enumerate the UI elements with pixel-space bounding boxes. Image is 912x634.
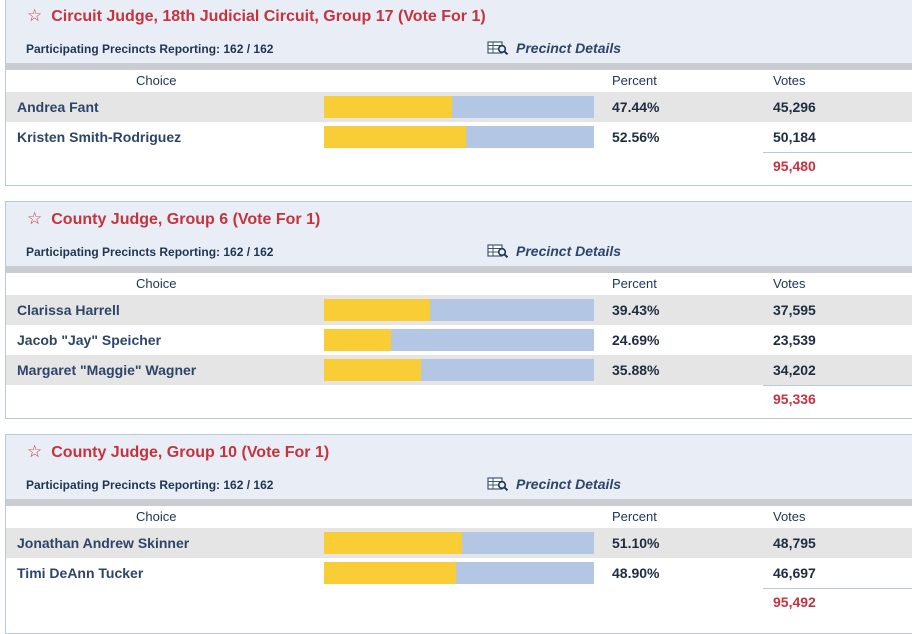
precinct-details-label: Precinct Details	[516, 40, 622, 56]
candidate-row: Margaret "Maggie" Wagner 35.88% 34,202	[6, 355, 912, 385]
race-title-text: Circuit Judge, 18th Judicial Circuit, Gr…	[51, 8, 486, 25]
candidate-votes: 46,697	[773, 565, 816, 581]
race-header: ☆ County Judge, Group 10 (Vote For 1) Par…	[6, 435, 912, 499]
race-title: ☆ County Judge, Group 10 (Vote For 1)	[27, 442, 329, 462]
total-votes: 95,336	[773, 391, 816, 407]
total-divider	[763, 152, 912, 153]
total-row: 95,336	[6, 385, 912, 416]
header-percent: Percent	[612, 276, 657, 291]
vote-share-fill	[324, 126, 466, 148]
candidate-percent: 52.56%	[612, 129, 660, 145]
vote-share-bar	[324, 532, 594, 554]
candidate-votes: 37,595	[773, 302, 816, 318]
total-row: 95,492	[6, 588, 912, 619]
vote-share-bar	[324, 96, 594, 118]
race-panel: ☆ County Judge, Group 10 (Vote For 1) Par…	[5, 434, 912, 634]
precinct-details-link[interactable]: Precinct Details	[487, 243, 621, 259]
header-votes: Votes	[773, 73, 806, 88]
candidate-votes: 34,202	[773, 362, 816, 378]
candidate-row: Andrea Fant 47.44% 45,296	[6, 92, 912, 122]
header-percent: Percent	[612, 73, 657, 88]
divider	[6, 499, 912, 506]
candidate-name: Timi DeAnn Tucker	[17, 565, 144, 581]
candidate-percent: 51.10%	[612, 535, 660, 551]
candidate-row: Jonathan Andrew Skinner 51.10% 48,795	[6, 528, 912, 558]
vote-share-fill	[324, 359, 421, 381]
column-headers: Choice Percent Votes	[6, 70, 912, 92]
header-votes: Votes	[773, 509, 806, 524]
race-panel: ☆ County Judge, Group 6 (Vote For 1) Part…	[5, 201, 912, 419]
candidate-name: Jonathan Andrew Skinner	[17, 535, 190, 551]
precincts-reporting: Participating Precincts Reporting: 162 /…	[26, 478, 274, 492]
race-panel: ☆ Circuit Judge, 18th Judicial Circuit, G…	[5, 0, 912, 186]
total-divider	[763, 588, 912, 589]
star-outline-icon[interactable]: ☆	[27, 6, 43, 26]
candidate-percent: 47.44%	[612, 99, 660, 115]
total-votes: 95,480	[773, 158, 816, 174]
vote-share-bar	[324, 126, 594, 148]
precincts-reporting: Participating Precincts Reporting: 162 /…	[26, 245, 274, 259]
divider	[6, 266, 912, 273]
column-headers: Choice Percent Votes	[6, 506, 912, 528]
precinct-details-label: Precinct Details	[516, 243, 622, 259]
candidate-row: Timi DeAnn Tucker 48.90% 46,697	[6, 558, 912, 588]
precincts-reporting: Participating Precincts Reporting: 162 /…	[26, 42, 274, 56]
race-header: ☆ Circuit Judge, 18th Judicial Circuit, G…	[6, 0, 912, 63]
candidate-percent: 48.90%	[612, 565, 660, 581]
candidate-percent: 39.43%	[612, 302, 660, 318]
precinct-details-label: Precinct Details	[516, 476, 622, 492]
vote-share-fill	[324, 96, 453, 118]
candidate-row: Clarissa Harrell 39.43% 37,595	[6, 295, 912, 325]
header-votes: Votes	[773, 276, 806, 291]
race-title-text: County Judge, Group 6 (Vote For 1)	[51, 211, 321, 228]
table-magnifier-icon	[487, 41, 509, 55]
total-row: 95,480	[6, 152, 912, 183]
race-title: ☆ Circuit Judge, 18th Judicial Circuit, G…	[27, 6, 486, 26]
candidate-votes: 48,795	[773, 535, 816, 551]
race-title-text: County Judge, Group 10 (Vote For 1)	[51, 444, 330, 461]
vote-share-bar	[324, 359, 594, 381]
vote-share-fill	[324, 562, 457, 584]
candidate-name: Andrea Fant	[17, 99, 99, 115]
candidate-percent: 35.88%	[612, 362, 660, 378]
candidate-votes: 45,296	[773, 99, 816, 115]
vote-share-fill	[324, 329, 391, 351]
vote-share-fill	[324, 299, 431, 321]
column-headers: Choice Percent Votes	[6, 273, 912, 295]
precinct-details-link[interactable]: Precinct Details	[487, 40, 621, 56]
candidate-row: Jacob "Jay" Speicher 24.69% 23,539	[6, 325, 912, 355]
table-magnifier-icon	[487, 244, 509, 258]
divider	[6, 63, 912, 70]
vote-share-fill	[324, 532, 462, 554]
precinct-details-link[interactable]: Precinct Details	[487, 476, 621, 492]
candidate-name: Margaret "Maggie" Wagner	[17, 362, 197, 378]
star-outline-icon[interactable]: ☆	[27, 442, 43, 462]
header-choice: Choice	[136, 509, 177, 524]
candidate-votes: 23,539	[773, 332, 816, 348]
header-choice: Choice	[136, 73, 177, 88]
total-votes: 95,492	[773, 594, 816, 610]
candidate-votes: 50,184	[773, 129, 816, 145]
candidate-name: Kristen Smith-Rodriguez	[17, 129, 182, 145]
vote-share-bar	[324, 329, 594, 351]
candidate-name: Clarissa Harrell	[17, 302, 120, 318]
star-outline-icon[interactable]: ☆	[27, 209, 43, 229]
candidate-percent: 24.69%	[612, 332, 660, 348]
table-magnifier-icon	[487, 477, 509, 491]
header-percent: Percent	[612, 509, 657, 524]
race-header: ☆ County Judge, Group 6 (Vote For 1) Part…	[6, 202, 912, 266]
candidate-name: Jacob "Jay" Speicher	[17, 332, 162, 348]
race-title: ☆ County Judge, Group 6 (Vote For 1)	[27, 209, 320, 229]
header-choice: Choice	[136, 276, 177, 291]
total-divider	[763, 385, 912, 386]
vote-share-bar	[324, 562, 594, 584]
vote-share-bar	[324, 299, 594, 321]
candidate-row: Kristen Smith-Rodriguez 52.56% 50,184	[6, 122, 912, 152]
